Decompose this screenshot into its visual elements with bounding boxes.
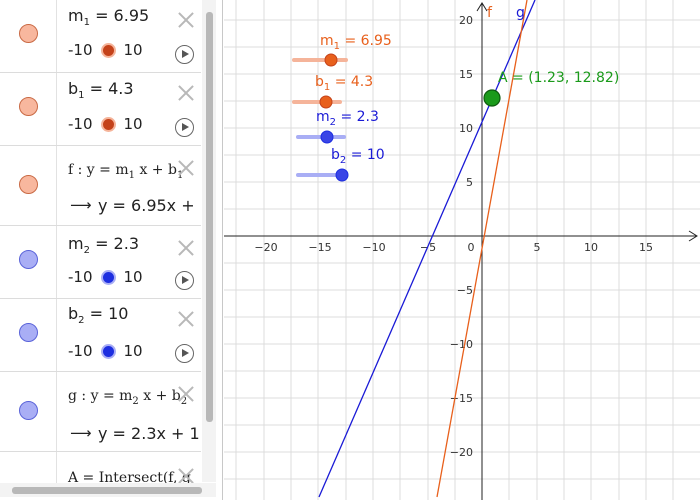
play-b1-icon[interactable]	[175, 118, 194, 137]
play-m1-icon[interactable]	[175, 45, 194, 64]
x-tick-label: 5	[534, 241, 541, 254]
y-tick-label: −10	[450, 338, 473, 351]
slider-m2[interactable]: m2 = 2.3	[296, 109, 379, 144]
y-tick-label: −20	[450, 446, 473, 459]
visibility-toggle-b2[interactable]	[19, 323, 38, 342]
line-g[interactable]	[318, 0, 536, 498]
point-A-label: A = (1.23, 12.82)	[498, 70, 619, 86]
f-result: y = 6.95x +	[98, 196, 195, 215]
row-divider	[56, 226, 57, 298]
row-divider	[56, 452, 57, 492]
row-divider	[56, 299, 57, 371]
m1-slider-knob[interactable]	[100, 42, 116, 58]
line-f[interactable]	[436, 0, 528, 498]
row-divider	[56, 0, 57, 72]
line-f-label: f	[487, 5, 493, 21]
coordinate-plane[interactable]: −20 −15 −10 −5 0 5 10 15 20 15 10 5 −5 −…	[224, 0, 700, 500]
horizontal-scroll-thumb[interactable]	[12, 487, 202, 494]
y-tick-label: −5	[457, 284, 473, 297]
vertical-scrollbar[interactable]	[202, 0, 216, 482]
slider-b2-label: b2 = 10	[331, 147, 385, 166]
algebra-row-g[interactable]: g : y = m2 x + b2 ⟶ y = 2.3x + 1	[0, 372, 201, 452]
x-tick-labels: −20 −15 −10 −5 0 5 10 15	[254, 241, 653, 254]
graphics-view[interactable]: −20 −15 −10 −5 0 5 10 15 20 15 10 5 −5 −…	[224, 0, 700, 500]
delete-m2-icon[interactable]	[176, 238, 196, 258]
algebra-row-b2[interactable]: b2 = 10 -10 10	[0, 299, 201, 372]
algebra-view: m1 = 6.95 -10 10 b1 = 4.3 -10 10 f : y	[0, 0, 223, 500]
delete-g-icon[interactable]	[176, 384, 196, 404]
m1-definition[interactable]: m1 = 6.95	[68, 6, 150, 29]
b1-slider[interactable]: -10 10	[68, 115, 143, 133]
m2-slider[interactable]: -10 10	[68, 268, 143, 286]
play-m2-icon[interactable]	[175, 271, 194, 290]
row-divider	[56, 73, 57, 145]
f-definition[interactable]: f : y = m1 x + b1	[68, 162, 184, 181]
algebra-row-m2[interactable]: m2 = 2.3 -10 10	[0, 226, 201, 299]
slider-m2-knob[interactable]	[320, 130, 334, 144]
m2-definition[interactable]: m2 = 2.3	[68, 234, 139, 257]
algebra-row-m1[interactable]: m1 = 6.95 -10 10	[0, 0, 201, 73]
row-divider	[56, 372, 57, 451]
y-tick-label: 15	[459, 68, 473, 81]
horizontal-scrollbar[interactable]	[0, 483, 216, 497]
slider-m2-label: m2 = 2.3	[316, 109, 379, 128]
line-g-label: g	[516, 5, 525, 21]
visibility-toggle-f[interactable]	[19, 175, 38, 194]
x-tick-label: 10	[584, 241, 598, 254]
vertical-scroll-thumb[interactable]	[206, 12, 213, 422]
slider-b1[interactable]: b1 = 4.3	[292, 74, 373, 109]
arrow-icon: ⟶	[70, 424, 92, 442]
y-tick-label: 20	[459, 14, 473, 27]
b1-definition[interactable]: b1 = 4.3	[68, 79, 134, 102]
x-tick-label: −20	[254, 241, 277, 254]
b2-slider-knob[interactable]	[100, 343, 116, 359]
g-result: y = 2.3x + 1	[98, 424, 200, 443]
slider-m1-knob[interactable]	[324, 53, 338, 67]
slider-b1-knob[interactable]	[319, 95, 333, 109]
play-b2-icon[interactable]	[175, 344, 194, 363]
A-definition[interactable]: A = Intersect(f, g	[68, 470, 191, 486]
grid	[224, 0, 700, 500]
slider-b2[interactable]: b2 = 10	[296, 147, 385, 182]
x-tick-label: −10	[362, 241, 385, 254]
algebra-row-b1[interactable]: b1 = 4.3 -10 10	[0, 73, 201, 146]
x-tick-label: −15	[308, 241, 331, 254]
delete-b2-icon[interactable]	[176, 309, 196, 329]
y-tick-labels: 20 15 10 5 −5 −10 −15 −20	[450, 14, 473, 459]
x-tick-label: 0	[468, 241, 475, 254]
arrow-icon: ⟶	[70, 196, 92, 214]
slider-b1-label: b1 = 4.3	[315, 74, 373, 93]
delete-f-icon[interactable]	[176, 158, 196, 178]
delete-b1-icon[interactable]	[176, 83, 196, 103]
point-A[interactable]: A = (1.23, 12.82)	[483, 70, 619, 107]
x-tick-label: 15	[639, 241, 653, 254]
algebra-row-f[interactable]: f : y = m1 x + b1 ⟶ y = 6.95x +	[0, 146, 201, 226]
b2-definition[interactable]: b2 = 10	[68, 304, 129, 327]
slider-b2-knob[interactable]	[335, 168, 349, 182]
y-tick-label: −15	[450, 392, 473, 405]
point-A-marker[interactable]	[483, 89, 501, 107]
y-tick-label: 10	[459, 122, 473, 135]
b1-slider-knob[interactable]	[100, 116, 116, 132]
m2-slider-knob[interactable]	[100, 269, 116, 285]
slider-m1-label: m1 = 6.95	[320, 33, 392, 52]
b2-slider[interactable]: -10 10	[68, 342, 143, 360]
visibility-toggle-m1[interactable]	[19, 24, 38, 43]
visibility-toggle-g[interactable]	[19, 401, 38, 420]
delete-m1-icon[interactable]	[176, 10, 196, 30]
visibility-toggle-b1[interactable]	[19, 97, 38, 116]
g-definition[interactable]: g : y = m2 x + b2	[68, 388, 188, 407]
y-tick-label: 5	[466, 176, 473, 189]
slider-m1[interactable]: m1 = 6.95	[292, 33, 392, 67]
visibility-toggle-m2[interactable]	[19, 250, 38, 269]
row-divider	[56, 146, 57, 225]
m1-slider[interactable]: -10 10	[68, 41, 143, 59]
